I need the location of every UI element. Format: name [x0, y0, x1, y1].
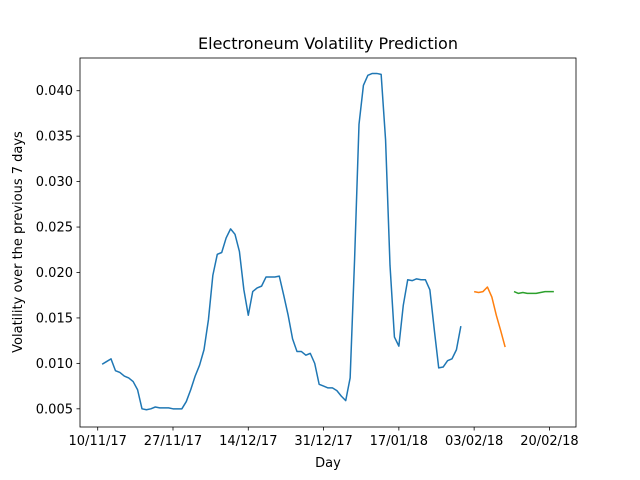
y-tick-label: 0.020: [36, 266, 73, 281]
x-axis-label: Day: [315, 456, 341, 471]
y-tick-label: 0.035: [36, 130, 73, 145]
plot-frame: [79, 57, 577, 428]
series-line: [473, 286, 506, 348]
y-tick-label: 0.030: [36, 175, 73, 190]
y-tick-label: 0.015: [36, 311, 73, 326]
x-tick-label: 31/12/17: [294, 434, 352, 449]
y-tick-label: 0.010: [36, 357, 73, 372]
y-tick-label: 0.040: [36, 84, 73, 99]
x-tick-label: 20/02/18: [520, 434, 578, 449]
y-axis-label: Volatility over the previous 7 days: [11, 131, 26, 353]
y-tick-label: 0.025: [36, 221, 73, 236]
series-line: [101, 72, 462, 411]
x-tick-label: 10/11/17: [69, 434, 127, 449]
chart-title: Electroneum Volatility Prediction: [198, 34, 458, 53]
y-tick-label: 0.005: [36, 402, 73, 417]
x-tick-label: 03/02/18: [445, 434, 503, 449]
x-tick-label: 14/12/17: [219, 434, 277, 449]
x-tick-label: 27/11/17: [144, 434, 202, 449]
x-tick-label: 17/01/18: [370, 434, 428, 449]
series-line: [513, 290, 554, 295]
